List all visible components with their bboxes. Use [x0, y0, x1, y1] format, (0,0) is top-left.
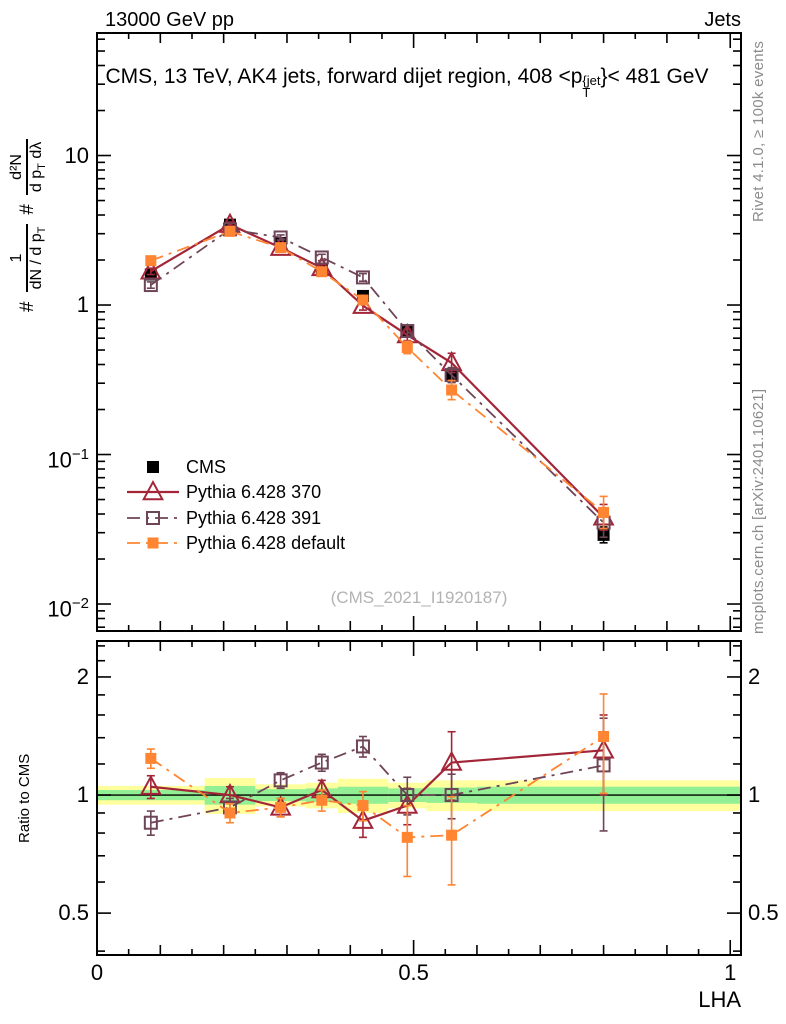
ratio-tick-label-right: 0.5 [748, 900, 779, 926]
marker-square-filled [224, 807, 236, 819]
legend-label-pythia-391: Pythia 6.428 391 [186, 508, 322, 528]
marker-square-open [314, 755, 329, 770]
series-top-Pythia 6.428 391 [143, 222, 611, 538]
plot-title: CMS, 13 TeV, AK4 jets, forward dijet reg… [54, 64, 760, 100]
x-axis-label: LHA [698, 987, 741, 1012]
x-tick-label: 0 [90, 960, 104, 985]
ratio-panel-frame [96, 640, 742, 956]
legend-label-pythia-default: Pythia 6.428 default [186, 533, 346, 553]
marker-triangle-open [440, 750, 463, 771]
series-line [150, 745, 604, 824]
top-panel-frame [96, 32, 742, 632]
series-ratio-Pythia 6.428 default [145, 693, 610, 886]
series-line [150, 230, 605, 514]
marker-square-filled [145, 255, 157, 267]
cms-uncertainty-bands [97, 778, 741, 814]
legend-label-pythia-370: Pythia 6.428 370 [186, 482, 322, 502]
marker-triangle-open [351, 808, 374, 829]
marker-square-filled [446, 384, 458, 396]
marker-square-open [146, 511, 160, 525]
analysis-group-label: Jets [704, 9, 741, 31]
series-top-Pythia 6.428 default [145, 225, 610, 530]
series-ratio-Pythia 6.428 370 [139, 714, 615, 839]
plot-title-prefix: CMS, 13 TeV, AK4 jets, forward dijet reg… [105, 65, 583, 88]
marker-square-open [143, 815, 158, 830]
marker-square-filled [598, 731, 610, 743]
marker-square-open [143, 278, 158, 293]
marker-square-filled [401, 341, 413, 353]
watermark: (CMS_2021_I1920187) [330, 588, 508, 607]
legend-label-cms: CMS [186, 457, 226, 477]
mcplots-citation-label: mcplots.cern.ch [arXiv:2401.10621] [750, 388, 767, 634]
pt-jet-supsub: {jet T [582, 73, 601, 100]
series-line [150, 735, 605, 839]
marker-square-filled [147, 537, 159, 549]
marker-square-open [355, 739, 370, 754]
yield-normalization-fraction: 1 dN / d pT [8, 223, 48, 293]
marker-triangle-open [142, 479, 164, 501]
marker-square-filled [224, 225, 236, 237]
plot-title-suffix: }< 481 GeV [600, 65, 709, 88]
marker-square-open [400, 324, 415, 339]
marker-square-filled [446, 829, 458, 841]
ratio-tick-label: 1 [76, 782, 89, 808]
beam-energy-label: 13000 GeV pp [105, 9, 234, 31]
marker-triangle-open [139, 774, 162, 795]
legend [127, 461, 179, 549]
ratio-tick-label: 2 [76, 663, 89, 689]
marker-square-filled [598, 506, 610, 518]
marker-square-filled [145, 752, 157, 764]
marker-square-filled [316, 266, 328, 278]
marker-square-filled [275, 242, 287, 254]
marker-square-open [355, 270, 370, 285]
y-tick-label: 10−1 [47, 445, 89, 472]
series-ratio-Pythia 6.428 391 [143, 717, 611, 836]
marker-square-filled [357, 800, 369, 812]
marker-square-open [400, 788, 415, 803]
y-tick-label: 10−2 [47, 595, 89, 622]
marker-square-filled [147, 461, 159, 473]
marker-square-open [314, 250, 329, 265]
marker-square-filled [357, 294, 369, 306]
y-tick-label: 1 [76, 292, 89, 318]
rivet-version-label: Rivet 4.1.0, ≥ 100k events [750, 40, 767, 222]
ratio-tick-label: 0.5 [58, 900, 89, 926]
y-tick-label: 10 [64, 142, 89, 168]
marker-square-filled [275, 801, 287, 813]
x-tick-label: 1 [724, 960, 737, 985]
x-tick-label: 0.5 [398, 960, 429, 985]
marker-square-filled [401, 831, 413, 843]
hash-symbol: # [16, 204, 38, 215]
marker-square-filled [316, 794, 328, 806]
marker-square-open [273, 773, 288, 788]
ratio-tick-label-right: 2 [748, 663, 761, 689]
axis-ticks [96, 33, 741, 955]
ratio-tick-label-right: 1 [748, 782, 761, 808]
series-line [150, 228, 605, 524]
